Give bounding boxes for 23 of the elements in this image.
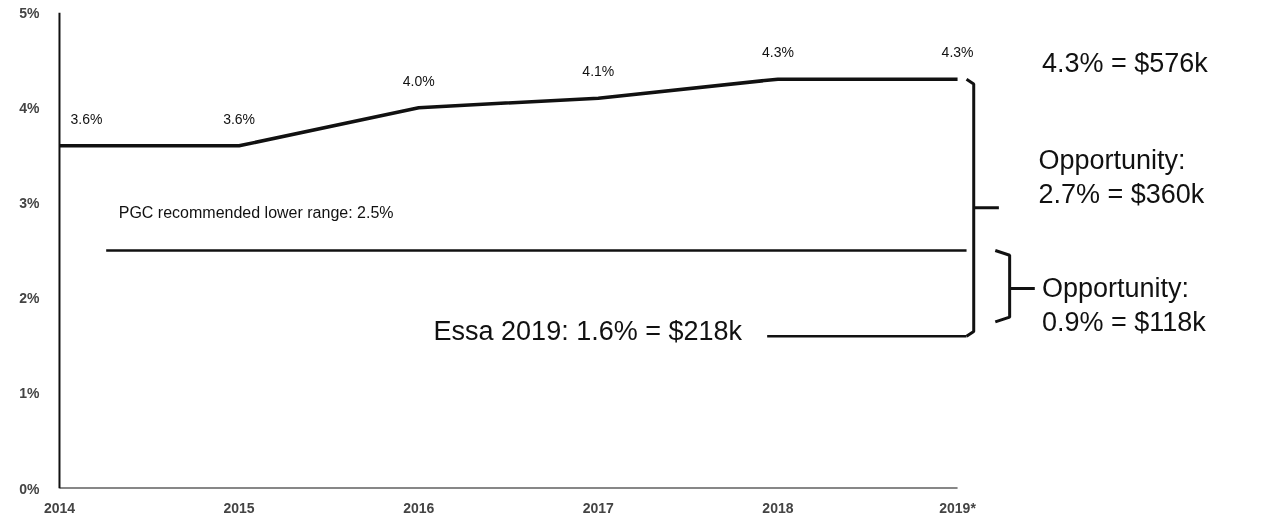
y-tick-label: 0% xyxy=(19,480,41,497)
x-tick-label: 2015 xyxy=(223,499,255,516)
text: Opportunity: 0.9% = $118k xyxy=(1041,272,1207,338)
data-label: 4.3% xyxy=(761,44,794,61)
text: 4.3% = $576k xyxy=(1041,47,1209,78)
data-label: 3.6% xyxy=(223,110,256,127)
data-label: 3.6% xyxy=(70,110,103,127)
data-label: 4.3% xyxy=(941,44,974,61)
y-tick-label: 4% xyxy=(19,99,41,116)
ref-line-label: Essa 2019: 1.6% = $218k xyxy=(433,316,743,347)
x-tick-label: 2018 xyxy=(762,499,794,516)
data-label: 4.1% xyxy=(582,63,615,80)
x-tick-label: 2017 xyxy=(582,499,615,516)
ref-line-label: PGC recommended lower range: 2.5% xyxy=(118,203,394,221)
x-tick-label: 2016 xyxy=(403,499,435,516)
y-tick-label: 5% xyxy=(19,4,41,21)
y-tick-label: 1% xyxy=(19,385,41,402)
y-tick-label: 3% xyxy=(19,194,41,211)
y-tick-label: 2% xyxy=(19,290,41,307)
text: Opportunity: 2.7% = $360k xyxy=(1038,144,1205,210)
x-tick-label: 2019* xyxy=(939,499,977,516)
data-label: 4.0% xyxy=(402,72,435,89)
x-tick-label: 2014 xyxy=(43,499,76,516)
